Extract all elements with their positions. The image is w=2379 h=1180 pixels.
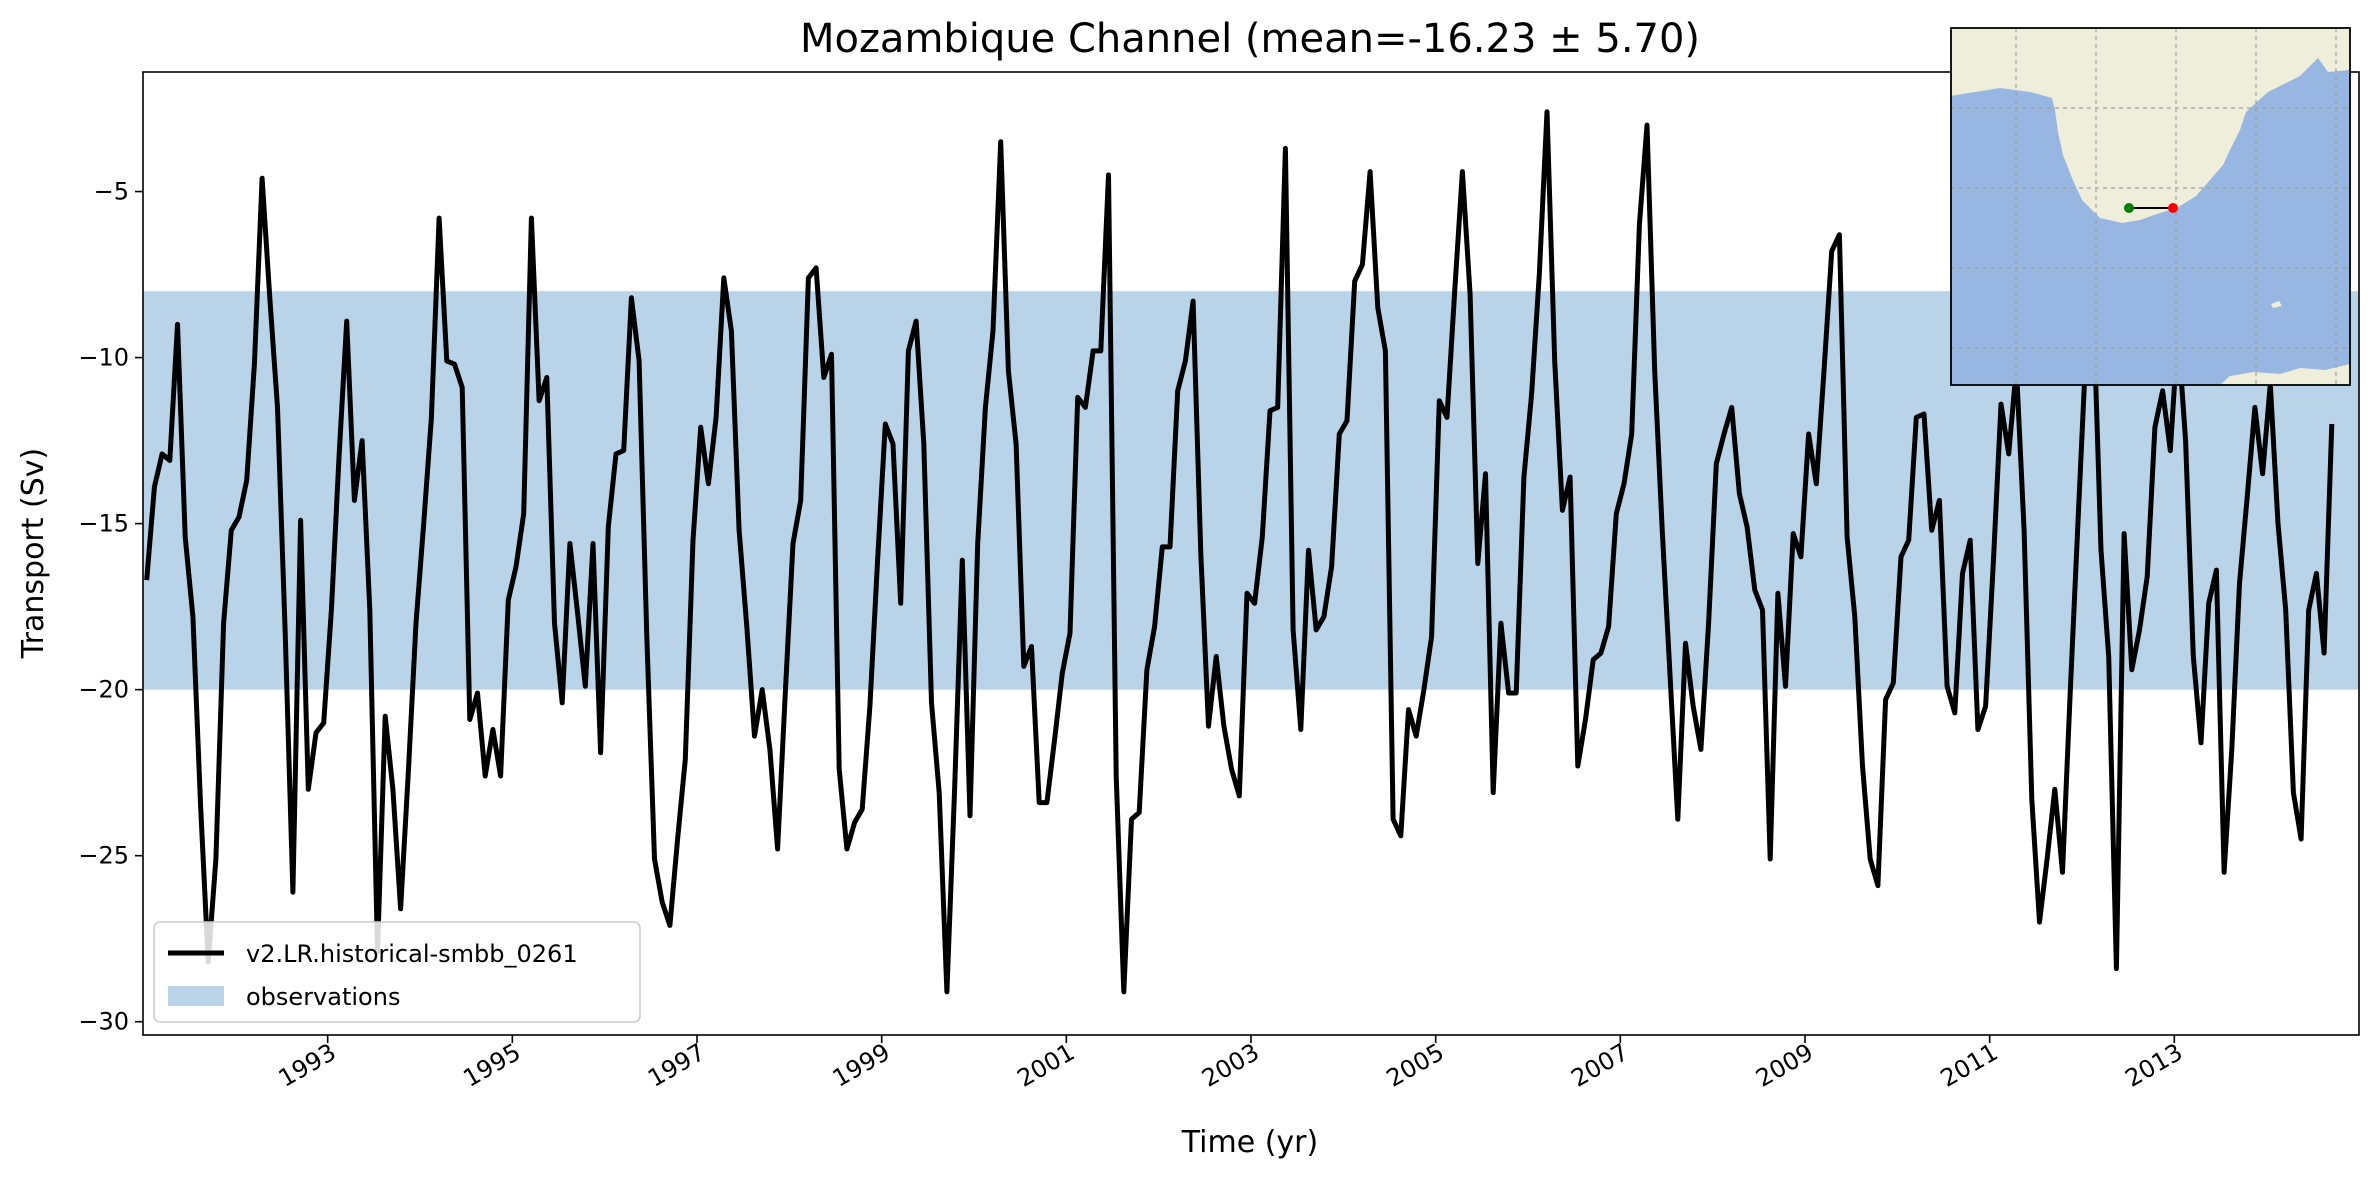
inset-frame [1950, 27, 2351, 386]
y-axis: −30 −25 −20 −15 −10 −5 [78, 178, 143, 1036]
y-axis-label: Transport (Sv) [16, 448, 51, 660]
legend-label-series: v2.LR.historical-smbb_0261 [246, 940, 578, 968]
y-tick-label: −25 [78, 842, 129, 870]
legend: v2.LR.historical-smbb_0261 observations [153, 921, 641, 1023]
chart-title: Mozambique Channel (mean=-16.23 ± 5.70) [800, 16, 1700, 62]
y-tick-label: −10 [78, 344, 129, 372]
legend-patch-swatch [168, 986, 224, 1006]
series-line [144, 109, 2335, 995]
inset-map [1950, 27, 2351, 386]
y-tick-label: −15 [78, 510, 129, 538]
x-axis-label: Time (yr) [1181, 1125, 1318, 1160]
y-tick-label: −5 [94, 178, 129, 206]
y-tick-label: −30 [78, 1008, 129, 1036]
legend-label-observations: observations [246, 983, 400, 1011]
inset-land-madagascar [2198, 118, 2222, 178]
inset-land-africa [1951, 28, 2350, 223]
y-tick-label: −20 [78, 676, 129, 704]
legend-box [153, 921, 641, 1023]
inset-land-antarctica [2220, 364, 2350, 385]
inset-section-start-marker [2124, 203, 2134, 213]
inset-land-island [2271, 301, 2282, 308]
inset-land-arabia [2305, 28, 2350, 72]
inset-gridlines [1951, 28, 2350, 385]
inset-section-end-marker [2168, 203, 2178, 213]
